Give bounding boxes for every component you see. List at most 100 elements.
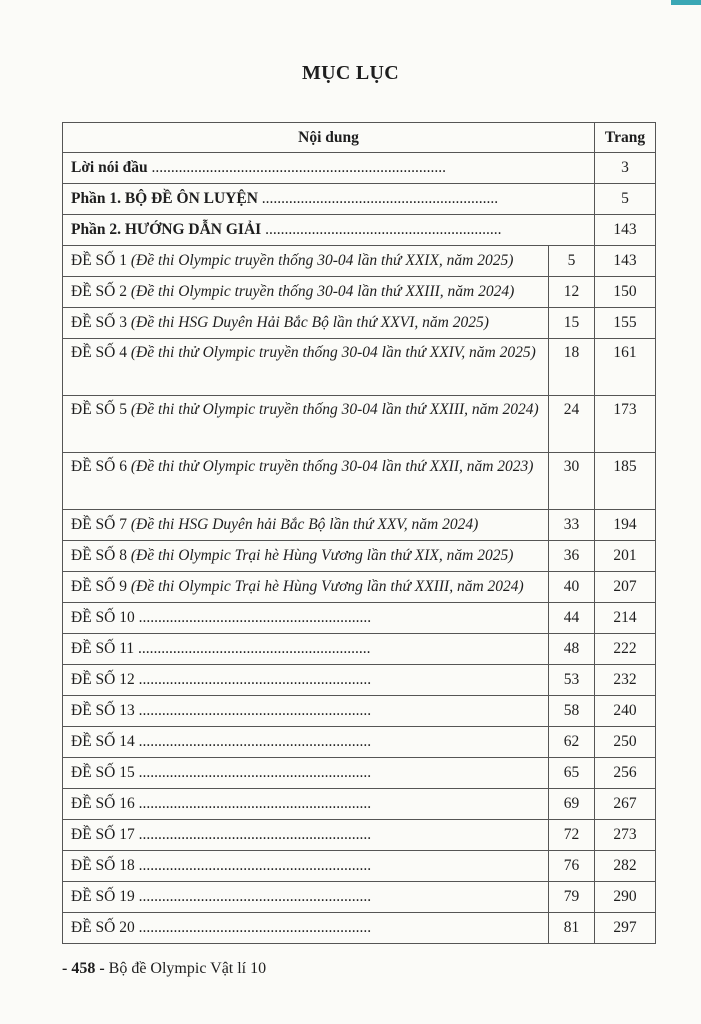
- toc-test-row[interactable]: ĐỀ SỐ 11 ...............................…: [62, 633, 656, 665]
- toc-test-row[interactable]: ĐỀ SỐ 3 (Đề thi HSG Duyên Hải Bắc Bộ lần…: [62, 307, 656, 339]
- solution-page: 194: [594, 509, 656, 541]
- toc-test-row[interactable]: ĐỀ SỐ 17 ...............................…: [62, 819, 656, 851]
- test-title: ĐỀ SỐ 17 ...............................…: [62, 819, 549, 851]
- solution-page: 256: [594, 757, 656, 789]
- toc-test-row[interactable]: ĐỀ SỐ 16 ...............................…: [62, 788, 656, 820]
- part-title: Phần 2. HƯỚNG DẪN GIẢI .................…: [62, 214, 595, 246]
- problem-page: 15: [548, 307, 595, 339]
- test-title: ĐỀ SỐ 5 (Đề thi thử Olympic truyền thống…: [62, 395, 549, 453]
- test-title: ĐỀ SỐ 7 (Đề thi HSG Duyên hải Bắc Bộ lần…: [62, 509, 549, 541]
- test-label: ĐỀ SỐ 15: [71, 764, 135, 781]
- toc-test-row[interactable]: ĐỀ SỐ 14 ...............................…: [62, 726, 656, 758]
- solution-page: 173: [594, 395, 656, 453]
- part-label: Phần 1. BỘ ĐỀ ÔN LUYỆN: [71, 190, 258, 207]
- test-source: (Đề thi thử Olympic truyền thống 30-04 l…: [130, 458, 534, 475]
- solution-page: 222: [594, 633, 656, 665]
- solution-page: 143: [594, 245, 656, 277]
- leader-dots: ........................................…: [138, 919, 372, 936]
- leader-dots: ........................................…: [147, 159, 447, 176]
- test-source: (Đề thi thử Olympic truyền thống 30-04 l…: [130, 344, 536, 361]
- test-title: ĐỀ SỐ 20 ...............................…: [62, 912, 549, 944]
- test-label: ĐỀ SỐ 14: [71, 733, 135, 750]
- problem-page: 76: [548, 850, 595, 882]
- solution-page: 232: [594, 664, 656, 696]
- toc-test-row[interactable]: ĐỀ SỐ 5 (Đề thi thử Olympic truyền thống…: [62, 395, 656, 453]
- toc-test-row[interactable]: ĐỀ SỐ 10 ...............................…: [62, 602, 656, 634]
- test-label: ĐỀ SỐ 16: [71, 795, 135, 812]
- test-title: ĐỀ SỐ 12 ...............................…: [62, 664, 549, 696]
- leader-dots: ........................................…: [138, 857, 372, 874]
- test-source: (Đề thi HSG Duyên Hải Bắc Bộ lần thứ XXV…: [130, 314, 489, 331]
- test-label: ĐỀ SỐ 2: [71, 283, 127, 300]
- solution-page: 150: [594, 276, 656, 308]
- solution-page: 185: [594, 452, 656, 510]
- solution-page: 267: [594, 788, 656, 820]
- solution-page: 240: [594, 695, 656, 727]
- problem-page: 33: [548, 509, 595, 541]
- problem-page: 44: [548, 602, 595, 634]
- leader-dots: ........................................…: [138, 640, 371, 657]
- test-source: (Đề thi thử Olympic truyền thống 30-04 l…: [130, 401, 539, 418]
- toc-test-row[interactable]: ĐỀ SỐ 18 ...............................…: [62, 850, 656, 882]
- part-page: 5: [594, 183, 656, 215]
- toc-test-row[interactable]: ĐỀ SỐ 1 (Đề thi Olympic truyền thống 30-…: [62, 245, 656, 277]
- page-title: MỤC LỤC: [301, 62, 400, 84]
- test-title: ĐỀ SỐ 4 (Đề thi thử Olympic truyền thống…: [62, 338, 549, 396]
- toc-test-row[interactable]: ĐỀ SỐ 15 ...............................…: [62, 757, 656, 789]
- test-title: ĐỀ SỐ 13 ...............................…: [62, 695, 549, 727]
- problem-page: 24: [548, 395, 595, 453]
- test-label: ĐỀ SỐ 12: [71, 671, 135, 688]
- toc-test-row[interactable]: ĐỀ SỐ 13 ...............................…: [62, 695, 656, 727]
- toc-header-row: Nội dung Trang: [62, 122, 656, 153]
- test-source: (Đề thi HSG Duyên hải Bắc Bộ lần thứ XXV…: [130, 516, 479, 533]
- test-source: (Đề thi Olympic Trại hè Hùng Vương lần t…: [130, 547, 514, 564]
- test-label: ĐỀ SỐ 1: [71, 252, 127, 269]
- toc-part-row[interactable]: Phần 1. BỘ ĐỀ ÔN LUYỆN .................…: [62, 183, 656, 215]
- toc-part-row[interactable]: Phần 2. HƯỚNG DẪN GIẢI .................…: [62, 214, 656, 246]
- problem-page: 40: [548, 571, 595, 603]
- problem-page: 81: [548, 912, 595, 944]
- test-label: ĐỀ SỐ 19: [71, 888, 135, 905]
- part-title: Lời nói đầu ............................…: [62, 152, 595, 184]
- toc-test-row[interactable]: ĐỀ SỐ 2 (Đề thi Olympic truyền thống 30-…: [62, 276, 656, 308]
- toc-test-row[interactable]: ĐỀ SỐ 4 (Đề thi thử Olympic truyền thống…: [62, 338, 656, 396]
- test-label: ĐỀ SỐ 11: [71, 640, 135, 657]
- leader-dots: ........................................…: [138, 888, 372, 905]
- toc-test-row[interactable]: ĐỀ SỐ 20 ...............................…: [62, 912, 656, 944]
- test-title: ĐỀ SỐ 9 (Đề thi Olympic Trại hè Hùng Vươ…: [62, 571, 549, 603]
- header-page: Trang: [594, 122, 656, 153]
- toc-test-row[interactable]: ĐỀ SỐ 7 (Đề thi HSG Duyên hải Bắc Bộ lần…: [62, 509, 656, 541]
- leader-dots: ........................................…: [261, 221, 502, 238]
- solution-page: 161: [594, 338, 656, 396]
- page-footer: - 458 - Bộ đề Olympic Vật lí 10: [62, 960, 266, 978]
- toc-test-row[interactable]: ĐỀ SỐ 19 ...............................…: [62, 881, 656, 913]
- toc-test-row[interactable]: ĐỀ SỐ 12 ...............................…: [62, 664, 656, 696]
- test-title: ĐỀ SỐ 6 (Đề thi thử Olympic truyền thống…: [62, 452, 549, 510]
- toc-part-row[interactable]: Lời nói đầu ............................…: [62, 152, 656, 184]
- solution-page: 250: [594, 726, 656, 758]
- test-label: ĐỀ SỐ 7: [71, 516, 127, 533]
- problem-page: 62: [548, 726, 595, 758]
- part-page: 143: [594, 214, 656, 246]
- problem-page: 36: [548, 540, 595, 572]
- test-title: ĐỀ SỐ 14 ...............................…: [62, 726, 549, 758]
- footer-page-number: - 458 -: [62, 960, 105, 977]
- problem-page: 12: [548, 276, 595, 308]
- leader-dots: ........................................…: [138, 671, 372, 688]
- solution-page: 207: [594, 571, 656, 603]
- corner-accent-mark: [671, 0, 701, 5]
- toc-test-row[interactable]: ĐỀ SỐ 8 (Đề thi Olympic Trại hè Hùng Vươ…: [62, 540, 656, 572]
- solution-page: 201: [594, 540, 656, 572]
- test-label: ĐỀ SỐ 4: [71, 344, 127, 361]
- problem-page: 5: [548, 245, 595, 277]
- problem-page: 79: [548, 881, 595, 913]
- toc-test-row[interactable]: ĐỀ SỐ 6 (Đề thi thử Olympic truyền thống…: [62, 452, 656, 510]
- toc-test-row[interactable]: ĐỀ SỐ 9 (Đề thi Olympic Trại hè Hùng Vươ…: [62, 571, 656, 603]
- test-title: ĐỀ SỐ 3 (Đề thi HSG Duyên Hải Bắc Bộ lần…: [62, 307, 549, 339]
- leader-dots: ........................................…: [138, 764, 372, 781]
- test-label: ĐỀ SỐ 13: [71, 702, 135, 719]
- test-label: ĐỀ SỐ 8: [71, 547, 127, 564]
- test-label: ĐỀ SỐ 20: [71, 919, 135, 936]
- problem-page: 48: [548, 633, 595, 665]
- test-label: ĐỀ SỐ 18: [71, 857, 135, 874]
